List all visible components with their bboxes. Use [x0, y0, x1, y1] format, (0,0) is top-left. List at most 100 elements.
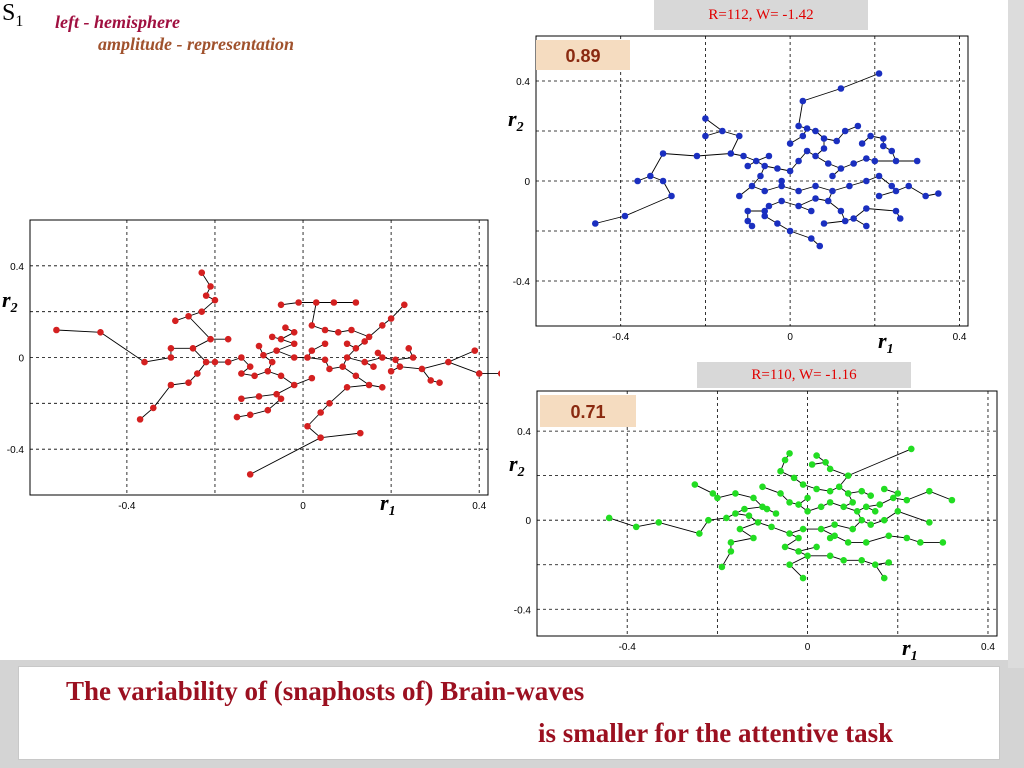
x-tick-label: 0.4 — [953, 332, 967, 343]
data-point — [840, 556, 847, 564]
data-point — [888, 182, 896, 190]
data-point — [471, 347, 479, 354]
data-point — [948, 496, 956, 504]
data-point — [352, 299, 360, 306]
data-point — [757, 172, 764, 180]
link-line — [249, 437, 321, 475]
data-point — [829, 187, 836, 195]
data-point — [858, 140, 866, 147]
data-point — [202, 292, 210, 299]
plot-frame — [536, 390, 998, 637]
link-line — [848, 448, 912, 477]
data-point — [761, 162, 769, 170]
data-point — [880, 574, 888, 582]
bottom-panel-parameter-label: R=110, W= -1.16 — [697, 362, 911, 388]
link-line — [347, 384, 370, 388]
data-point — [308, 347, 316, 354]
data-point — [826, 552, 834, 560]
data-point — [795, 534, 802, 542]
data-point — [659, 177, 667, 185]
data-point — [795, 501, 802, 508]
data-point — [260, 351, 267, 359]
y-tick-label: 0 — [524, 177, 530, 188]
data-point — [727, 539, 735, 546]
data-point — [795, 122, 802, 130]
data-point — [273, 390, 280, 398]
link-line — [320, 432, 361, 439]
data-point — [185, 379, 192, 387]
data-point — [871, 561, 879, 569]
data-point — [885, 559, 893, 566]
link-line — [789, 230, 812, 239]
data-point — [812, 152, 819, 160]
data-point — [820, 145, 828, 152]
y-tick-label: 0.4 — [10, 262, 24, 273]
data-point — [352, 372, 360, 380]
link-line — [823, 220, 846, 224]
data-point — [202, 358, 210, 366]
data-point — [714, 494, 721, 502]
data-point — [781, 456, 789, 464]
data-point — [858, 556, 866, 564]
data-point — [735, 192, 743, 200]
data-point — [374, 349, 382, 357]
correlation-value: 0.89 — [565, 46, 600, 66]
data-point — [744, 207, 752, 215]
data-point — [853, 507, 861, 515]
x-axis-label-subscript: 1 — [887, 342, 894, 353]
x-tick-label: -0.4 — [612, 332, 630, 343]
data-point — [290, 340, 298, 348]
data-point — [379, 354, 386, 361]
data-point — [813, 452, 820, 459]
data-point — [903, 534, 911, 542]
x-tick-label: -0.4 — [118, 501, 136, 512]
data-point — [748, 222, 756, 230]
correlation-badge — [536, 40, 630, 70]
data-point — [885, 532, 893, 540]
x-tick-label: 0 — [787, 332, 793, 343]
data-point — [826, 465, 834, 473]
data-point — [308, 322, 316, 329]
data-point — [880, 516, 888, 524]
data-point — [795, 187, 802, 195]
data-point — [727, 548, 735, 555]
data-point — [786, 167, 794, 175]
data-point — [765, 202, 773, 210]
data-point — [803, 125, 811, 132]
link-line — [329, 386, 348, 404]
slide-label-subscript: 1 — [15, 12, 24, 30]
data-point — [903, 496, 911, 504]
data-point — [224, 358, 232, 366]
link-line — [802, 88, 842, 102]
data-point — [831, 532, 838, 540]
data-point — [691, 481, 699, 488]
data-point — [863, 205, 870, 212]
data-point — [759, 483, 766, 491]
data-point — [326, 400, 333, 407]
data-point — [736, 525, 744, 533]
data-point — [605, 514, 613, 522]
data-point — [330, 299, 338, 306]
data-point — [844, 490, 852, 497]
data-point — [198, 269, 206, 277]
data-point — [778, 177, 785, 185]
data-point — [817, 525, 825, 533]
link-line — [311, 302, 317, 326]
data-point — [858, 516, 866, 524]
data-point — [238, 354, 245, 361]
correlation-value: 0.71 — [570, 402, 605, 422]
data-point — [343, 354, 351, 361]
data-point — [867, 521, 875, 528]
data-point — [786, 530, 793, 537]
data-point — [321, 356, 329, 364]
data-point — [804, 494, 811, 502]
data-point — [892, 187, 900, 195]
data-point — [702, 132, 709, 140]
data-point — [786, 561, 793, 569]
data-point — [150, 404, 157, 412]
data-point — [889, 494, 897, 502]
data-point — [935, 190, 942, 197]
y-axis-label-subscript: 2 — [10, 301, 18, 316]
data-point — [167, 381, 175, 389]
link-line — [636, 521, 659, 528]
